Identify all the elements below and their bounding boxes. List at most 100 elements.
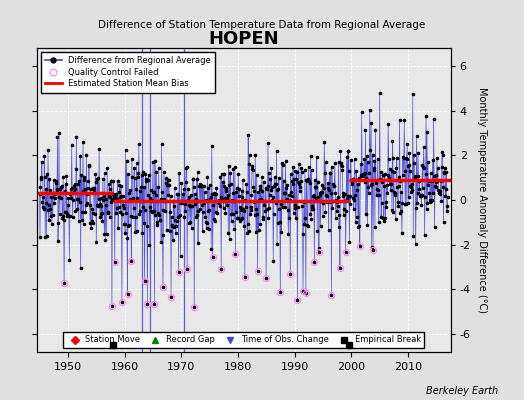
Point [241, 197, 249, 203]
Point [230, 198, 238, 204]
Point [277, 201, 285, 207]
Point [388, 207, 396, 213]
Point [207, 245, 215, 252]
Point [357, 172, 365, 178]
Point [409, 232, 418, 239]
Point [69, 214, 77, 220]
Point [178, 198, 187, 204]
Point [182, 164, 191, 170]
Point [411, 173, 419, 179]
Point [311, 177, 319, 184]
Point [247, 204, 255, 210]
Point [212, 209, 220, 215]
Point [91, 170, 100, 177]
Point [182, 165, 190, 172]
Point [429, 157, 437, 163]
Point [63, 212, 72, 219]
Point [246, 211, 254, 217]
Point [211, 191, 219, 197]
Point [354, 181, 362, 187]
Point [123, 291, 132, 297]
Point [177, 180, 185, 186]
Point [139, 168, 147, 175]
Point [44, 147, 52, 153]
Point [303, 222, 311, 228]
Point [40, 206, 48, 212]
Point [350, 206, 358, 212]
Point [341, 191, 349, 198]
Point [160, 196, 169, 202]
Point [427, 198, 435, 204]
Point [430, 224, 439, 230]
Point [403, 163, 412, 169]
Point [290, 202, 299, 209]
Point [333, 208, 341, 214]
Point [436, 177, 445, 184]
Point [268, 197, 277, 203]
Point [183, 197, 192, 204]
Point [127, 156, 136, 162]
Point [401, 201, 409, 207]
Point [94, 175, 102, 182]
Point [200, 200, 209, 206]
Point [144, 192, 152, 198]
Point [223, 202, 231, 208]
Point [233, 184, 241, 191]
Point [38, 199, 47, 206]
Point [75, 199, 84, 206]
Point [149, 208, 158, 214]
Point [388, 138, 397, 144]
Point [279, 178, 288, 184]
Point [352, 168, 360, 174]
Point [366, 182, 375, 188]
Point [103, 210, 112, 216]
Point [322, 159, 330, 165]
Point [175, 170, 183, 176]
Point [340, 206, 348, 212]
Point [42, 186, 50, 192]
Point [308, 202, 316, 209]
Point [216, 174, 224, 180]
Point [422, 113, 430, 119]
Point [438, 164, 446, 170]
Point [318, 188, 326, 195]
Point [97, 210, 105, 217]
Point [62, 173, 71, 179]
Point [66, 191, 74, 198]
Point [93, 202, 101, 208]
Point [133, 228, 141, 234]
Point [185, 194, 194, 201]
Point [39, 194, 48, 200]
Point [294, 161, 303, 168]
Point [394, 198, 402, 205]
Point [394, 203, 402, 209]
Point [352, 219, 360, 225]
Point [383, 190, 391, 196]
Point [108, 303, 116, 309]
Point [292, 215, 300, 222]
Point [441, 164, 449, 171]
Point [232, 189, 240, 196]
Point [203, 174, 212, 180]
Point [298, 203, 307, 209]
Point [210, 190, 219, 196]
Point [113, 196, 121, 202]
Point [240, 208, 248, 214]
Point [101, 170, 109, 176]
Point [370, 165, 378, 172]
Point [372, 178, 380, 184]
Point [239, 177, 247, 183]
Point [168, 222, 176, 228]
Point [357, 109, 366, 116]
Point [334, 194, 342, 200]
Point [200, 183, 208, 189]
Point [92, 239, 101, 246]
Point [410, 152, 418, 158]
Point [397, 208, 406, 214]
Point [347, 181, 356, 188]
Point [316, 223, 325, 230]
Point [179, 191, 187, 198]
Point [328, 164, 336, 170]
Point [373, 186, 381, 192]
Point [420, 165, 428, 172]
